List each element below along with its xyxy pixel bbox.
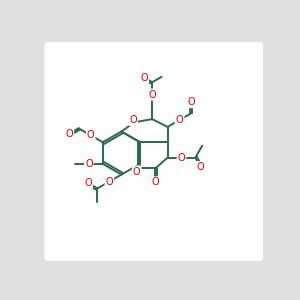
- Text: O: O: [176, 115, 183, 125]
- Text: O: O: [129, 115, 137, 125]
- Text: O: O: [197, 162, 205, 172]
- Text: O: O: [87, 130, 94, 140]
- Text: O: O: [66, 129, 73, 139]
- Text: O: O: [85, 159, 93, 169]
- Text: O: O: [152, 177, 159, 187]
- Text: O: O: [106, 176, 113, 187]
- Text: O: O: [84, 178, 92, 188]
- Text: O: O: [178, 153, 185, 163]
- FancyBboxPatch shape: [44, 42, 263, 261]
- Text: O: O: [133, 167, 141, 176]
- Text: O: O: [148, 89, 156, 100]
- Text: O: O: [140, 73, 148, 82]
- Text: O: O: [188, 97, 195, 107]
